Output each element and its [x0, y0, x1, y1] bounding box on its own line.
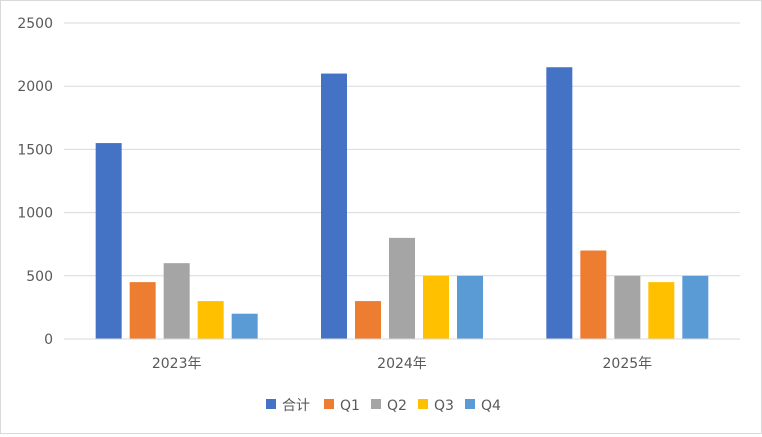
- y-tick-label: 2500: [17, 16, 53, 32]
- gridlines: [64, 22, 740, 277]
- legend-swatch-Q1: [324, 399, 334, 409]
- y-axis-tick-labels: 0 500 1000 1500 2000 2500: [17, 16, 53, 348]
- bar-2025年-Q4: [682, 275, 709, 339]
- bar-2023年-Q1: [129, 282, 156, 339]
- y-tick-label: 2000: [17, 79, 53, 95]
- legend-swatch-Q4: [465, 399, 475, 409]
- bar-2023年-合计: [95, 143, 122, 339]
- x-category-label: 2023年: [152, 356, 202, 372]
- legend-swatch-合计: [266, 399, 276, 409]
- x-axis-category-labels: 2023年 2024年 2025年: [152, 356, 652, 372]
- bar-2024年-Q4: [457, 275, 483, 339]
- bar-2024年-Q2: [389, 237, 415, 339]
- bar-2023年-Q3: [197, 301, 224, 339]
- x-category-label: 2025年: [603, 356, 653, 372]
- y-tick-label: 500: [26, 269, 53, 285]
- bars: [95, 67, 709, 340]
- legend-swatch-Q2: [371, 399, 381, 409]
- bar-2024年-Q3: [423, 275, 449, 339]
- y-tick-label: 1500: [17, 142, 53, 158]
- x-category-label: 2024年: [377, 356, 427, 372]
- legend-label: Q2: [387, 398, 407, 414]
- bar-2025年-Q3: [648, 282, 675, 339]
- y-tick-label: 0: [44, 332, 53, 348]
- legend: 合计 Q1 Q2 Q3 Q4: [266, 398, 501, 414]
- legend-label: Q3: [434, 398, 454, 414]
- bar-2023年-Q4: [231, 313, 258, 339]
- bar-2023年-Q2: [163, 263, 190, 339]
- legend-label: Q4: [481, 398, 501, 414]
- bar-2025年-合计: [546, 67, 573, 340]
- legend-label: 合计: [282, 398, 310, 414]
- legend-swatch-Q3: [418, 399, 428, 409]
- bar-2024年-Q1: [355, 301, 381, 339]
- legend-label: Q1: [340, 398, 360, 414]
- y-tick-label: 1000: [17, 206, 53, 222]
- bar-2025年-Q1: [580, 250, 607, 339]
- bar-2025年-Q2: [614, 275, 641, 339]
- bar-2024年-合计: [321, 73, 347, 339]
